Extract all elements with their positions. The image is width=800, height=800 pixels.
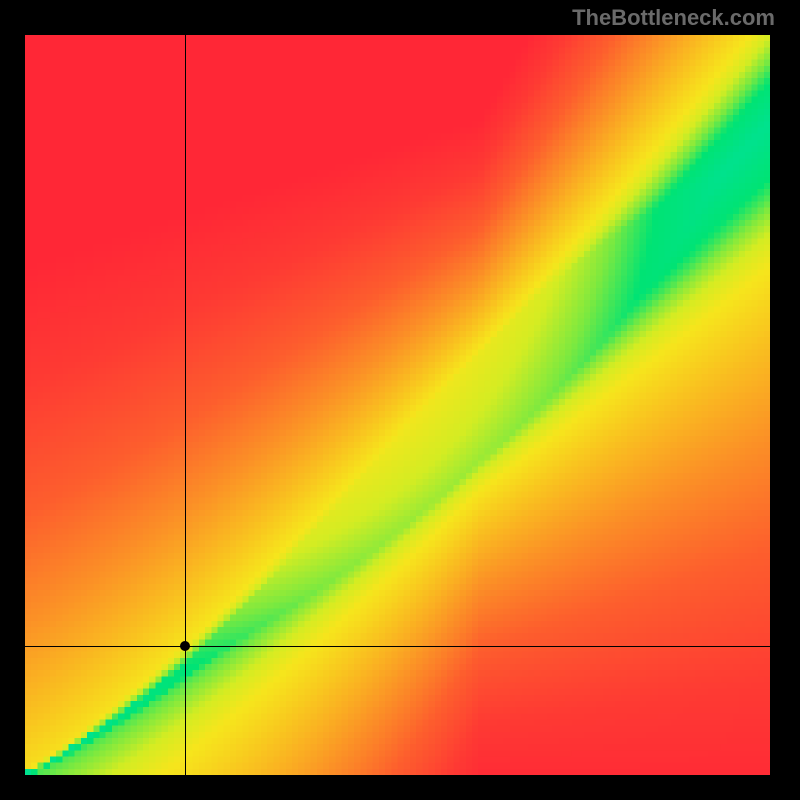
heatmap-canvas [25,35,770,775]
crosshair-vertical [185,35,186,775]
crosshair-point [180,641,190,651]
watermark-text: TheBottleneck.com [572,5,775,31]
crosshair-horizontal [25,646,770,647]
heatmap-plot [25,35,770,775]
